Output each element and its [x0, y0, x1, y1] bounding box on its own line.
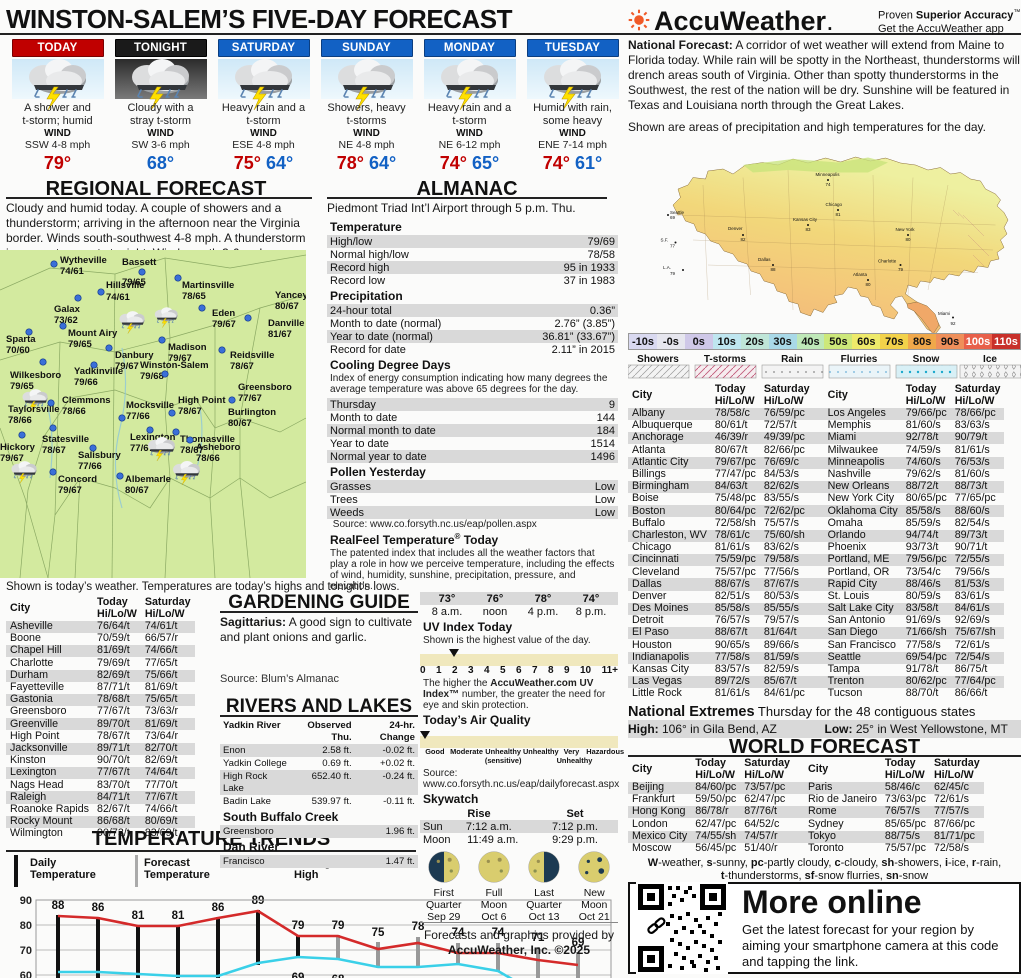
- svg-text:Hillsville: Hillsville: [106, 280, 145, 291]
- svg-text:68: 68: [332, 974, 345, 978]
- svg-text:88: 88: [771, 267, 777, 272]
- svg-text:Showers: Showers: [637, 354, 679, 365]
- svg-text:83: 83: [806, 227, 812, 232]
- svg-text:Minneapolis: Minneapolis: [816, 172, 841, 177]
- svg-text:L.A.: L.A.: [663, 265, 671, 270]
- svg-text:Kansas City: Kansas City: [793, 217, 818, 222]
- svg-text:89: 89: [252, 895, 265, 907]
- svg-text:81: 81: [132, 910, 145, 922]
- svg-text:79: 79: [332, 920, 345, 932]
- svg-text:Bassett: Bassett: [122, 257, 157, 268]
- svg-text:Chicago: Chicago: [826, 202, 843, 207]
- svg-text:81: 81: [836, 212, 842, 217]
- svg-text:Wytheville: Wytheville: [60, 255, 107, 266]
- svg-text:60: 60: [20, 970, 32, 978]
- svg-text:88: 88: [52, 900, 65, 912]
- svg-text:86: 86: [92, 902, 105, 914]
- svg-text:69: 69: [292, 972, 305, 978]
- svg-text:86: 86: [212, 902, 225, 914]
- svg-text:Miami: Miami: [938, 311, 950, 316]
- svg-text:Dallas: Dallas: [758, 257, 771, 262]
- svg-text:80: 80: [20, 920, 32, 932]
- svg-text:74/61: 74/61: [60, 266, 84, 277]
- svg-text:Flurries: Flurries: [841, 354, 878, 365]
- svg-text:69: 69: [670, 215, 676, 220]
- svg-text:New York: New York: [896, 227, 916, 232]
- svg-text:77: 77: [670, 244, 676, 249]
- svg-text:79: 79: [292, 920, 305, 932]
- svg-text:81: 81: [172, 910, 185, 922]
- svg-text:79: 79: [670, 271, 676, 276]
- svg-text:70: 70: [20, 945, 32, 957]
- svg-text:74/61: 74/61: [106, 292, 130, 303]
- svg-text:S.F.: S.F.: [661, 238, 669, 243]
- svg-text:82: 82: [741, 237, 747, 242]
- svg-text:Ice: Ice: [983, 354, 997, 365]
- svg-text:Charlotte: Charlotte: [878, 259, 897, 264]
- svg-text:80: 80: [866, 282, 872, 287]
- svg-text:80: 80: [906, 237, 912, 242]
- svg-text:T-storms: T-storms: [704, 354, 747, 365]
- svg-text:Rain: Rain: [781, 354, 803, 365]
- svg-text:Seattle: Seattle: [670, 210, 685, 215]
- svg-text:92: 92: [951, 321, 957, 326]
- svg-text:Atlanta: Atlanta: [853, 272, 868, 277]
- svg-text:79: 79: [898, 267, 904, 272]
- svg-text:75: 75: [372, 927, 385, 939]
- svg-text:90: 90: [20, 895, 32, 907]
- svg-text:Snow: Snow: [913, 354, 940, 365]
- svg-text:Denver: Denver: [728, 226, 743, 231]
- svg-text:74: 74: [826, 182, 832, 187]
